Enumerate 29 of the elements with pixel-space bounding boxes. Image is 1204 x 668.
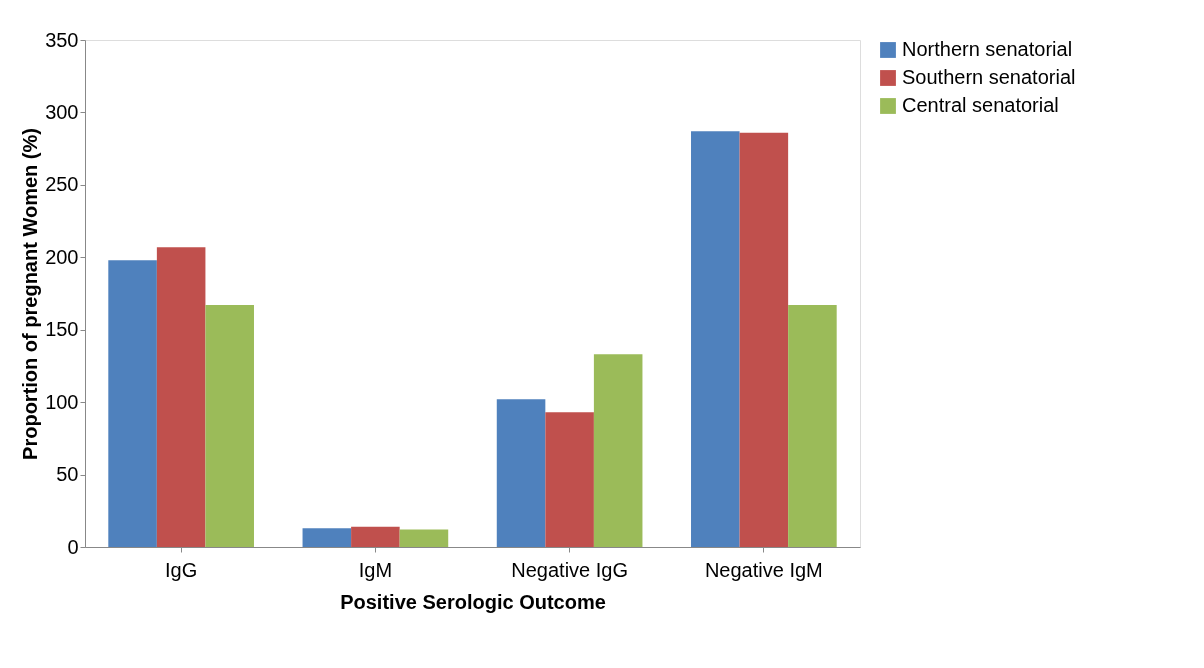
bar	[205, 305, 254, 547]
y-tick-label: 150	[45, 318, 79, 341]
bar	[108, 260, 157, 547]
bar	[156, 247, 206, 547]
y-tick-label: 50	[56, 463, 79, 486]
bar	[302, 528, 352, 547]
x-tick-label: Negative IgM	[704, 558, 823, 581]
bar	[545, 412, 594, 547]
bar	[351, 526, 400, 547]
bar	[691, 131, 740, 547]
y-tick-label: 250	[45, 173, 79, 196]
y-axis-title: Proportion of pregnant Women (%)	[19, 128, 42, 460]
y-tick-label: 200	[45, 245, 79, 268]
bar	[399, 529, 449, 547]
legend-label: Central senatorial	[902, 94, 1059, 116]
bar	[788, 305, 837, 547]
y-tick-label: 0	[67, 535, 79, 558]
x-tick-label: Negative IgG	[511, 558, 628, 581]
bar	[739, 132, 789, 547]
y-tick-label: 100	[45, 390, 79, 413]
bar	[496, 399, 546, 547]
x-tick-label: IgM	[358, 558, 393, 581]
x-tick-label: IgG	[165, 558, 198, 581]
x-axis-title: Positive Serologic Outcome	[340, 590, 606, 613]
y-tick-label: 350	[45, 28, 79, 51]
legend-label: Northern senatorial	[902, 38, 1073, 60]
y-tick-label: 300	[45, 100, 79, 123]
legend-label: Southern senatorial	[902, 66, 1076, 88]
bar	[593, 354, 643, 547]
